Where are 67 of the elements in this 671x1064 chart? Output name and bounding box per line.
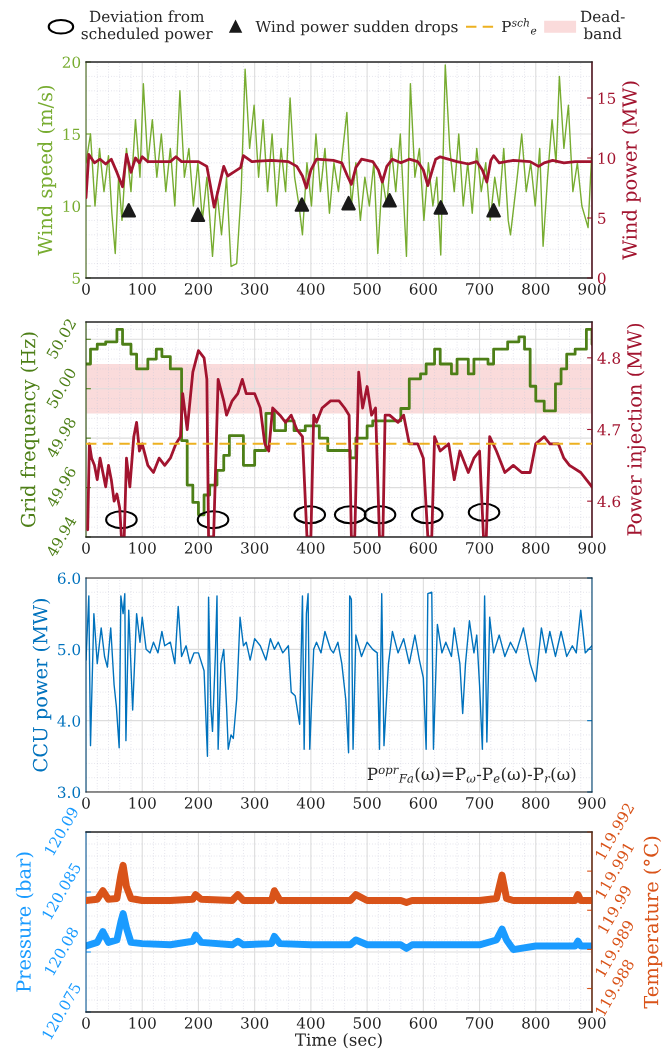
legend-label: Dead- band — [580, 10, 625, 40]
y-tick-label: 5.0 — [58, 643, 81, 656]
text: P$^{opr}$$_{Fa}$(ω)=P$_{ω}$-P$_{e}$(ω)-P$_{r}$(ω) — [367, 767, 576, 783]
y2-axis-title: Wind power (MW) — [621, 81, 641, 260]
legend-label: Wind power sudden drops — [255, 20, 458, 36]
y-axis-title: Grid frequency (Hz) — [20, 332, 40, 527]
x-tick-label: 700 — [466, 283, 494, 295]
y2-axis-title: Power injection (MW) — [626, 323, 646, 536]
x-tick-label: 900 — [578, 1017, 606, 1029]
x-tick-label: 400 — [296, 797, 325, 809]
x-tick-label: 300 — [241, 1017, 269, 1029]
x-tick-label: 0 — [82, 797, 90, 809]
y-axis-title: Pressure (bar) — [15, 852, 34, 992]
x-tick-label: 700 — [466, 1017, 494, 1029]
x-tick-label: 600 — [409, 542, 437, 554]
x-tick-label: 100 — [129, 1017, 156, 1029]
x-tick-label: 0 — [82, 542, 90, 554]
x-tick-label: 900 — [578, 283, 606, 295]
y2-tick-label: 4.6 — [597, 495, 621, 508]
y2-tick-label: 15 — [598, 92, 616, 105]
y2-tick-label: 4.8 — [597, 352, 621, 364]
legend-label: Deviation from scheduled power — [81, 10, 213, 43]
x-tick-label: 800 — [522, 283, 550, 295]
x-tick-label: 500 — [353, 797, 381, 809]
x-tick-label: 500 — [353, 542, 381, 554]
y2-tick-label: 5 — [598, 212, 606, 225]
x-tick-label: 300 — [241, 542, 269, 554]
y-tick-label: 10 — [63, 200, 81, 213]
x-tick-label: 500 — [353, 283, 381, 295]
x-tick-label: 800 — [522, 1017, 550, 1029]
x-tick-label: 200 — [184, 1017, 213, 1029]
x-tick-label: 700 — [466, 542, 494, 554]
x-tick-label: 700 — [466, 797, 494, 809]
x-tick-label: 100 — [129, 542, 156, 554]
y-tick-label: 6.0 — [57, 572, 81, 585]
x-axis-title: Time (sec) — [295, 1033, 382, 1049]
y-tick-label: 20 — [62, 56, 81, 69]
x-tick-label: 600 — [409, 1017, 437, 1029]
y2-tick-label: 0 — [597, 272, 606, 285]
x-tick-label: 500 — [353, 1017, 381, 1029]
x-tick-label: 200 — [184, 797, 213, 809]
y2-axis-title: Temperature (°C) — [643, 836, 663, 1009]
x-tick-label: 200 — [184, 542, 213, 554]
y-tick-label: 4.0 — [57, 715, 81, 727]
x-tick-label: 400 — [296, 1017, 325, 1029]
x-tick-label: 200 — [184, 283, 213, 295]
y-tick-label: 3.0 — [58, 786, 81, 799]
y-tick-label: 5 — [72, 272, 80, 285]
x-tick-label: 100 — [129, 283, 156, 295]
x-tick-label: 300 — [241, 283, 269, 295]
x-tick-label: 600 — [409, 797, 437, 809]
x-tick-label: 800 — [522, 542, 550, 554]
x-tick-label: 400 — [296, 542, 325, 554]
y2-tick-label: 4.7 — [597, 423, 621, 436]
x-tick-label: 600 — [409, 283, 437, 295]
x-tick-label: 0 — [82, 1017, 90, 1029]
x-tick-label: 300 — [241, 797, 269, 809]
y-tick-label: 15 — [63, 128, 80, 141]
x-tick-label: 800 — [522, 797, 550, 809]
x-tick-label: 900 — [578, 542, 606, 554]
legend-label: P$^{sch}$$_{e}$ — [502, 18, 537, 35]
y2-tick-label: 10 — [598, 152, 616, 165]
y-axis-title: Wind speed (m/s) — [37, 85, 57, 256]
x-tick-label: 0 — [82, 283, 90, 295]
y-axis-title: CCU power (MW) — [32, 598, 52, 772]
x-tick-label: 400 — [296, 283, 325, 295]
x-tick-label: 100 — [129, 797, 156, 809]
